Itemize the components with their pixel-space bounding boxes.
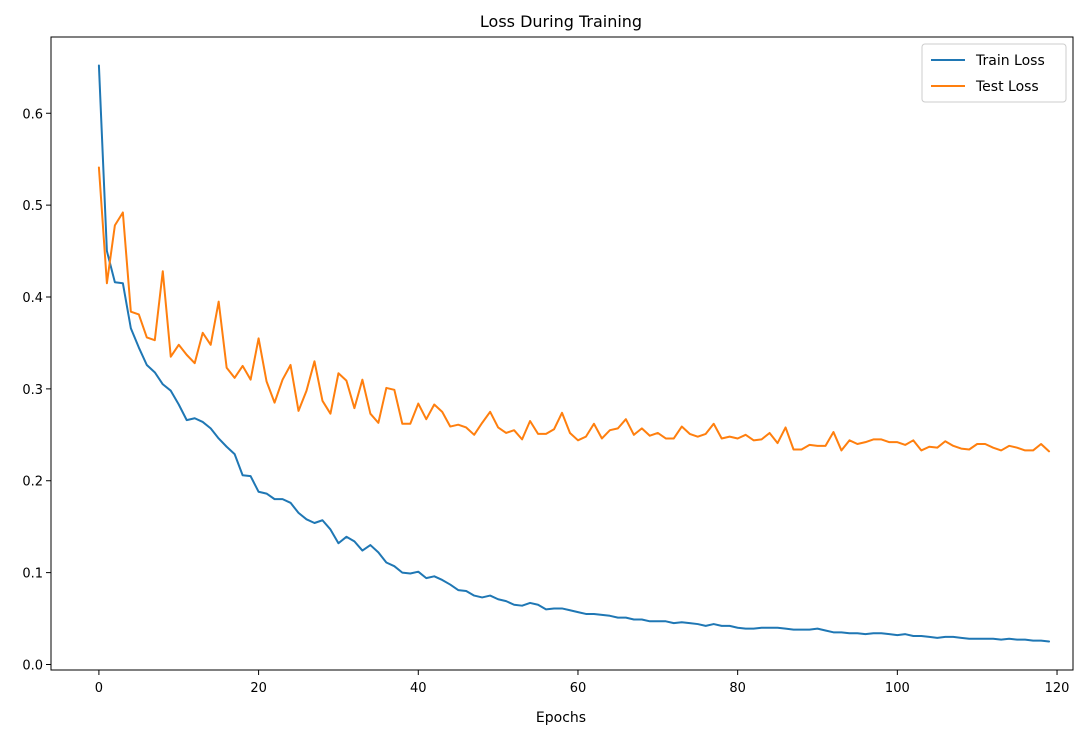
series-lines (97, 64, 1051, 643)
y-tick-label: 0.6 (22, 107, 43, 122)
x-tick-label: 40 (410, 681, 427, 696)
legend-train-loss-label: Train Loss (975, 53, 1045, 69)
y-tick-label: 0.0 (22, 658, 43, 673)
y-tick-label: 0.4 (22, 291, 43, 306)
train-loss-line (97, 64, 1051, 643)
y-tick-label: 0.2 (22, 475, 43, 490)
x-tick-label: 80 (729, 681, 746, 696)
legend-box (921, 43, 1067, 103)
legend-test-loss-label: Test Loss (975, 79, 1039, 95)
y-tick-label: 0.3 (22, 383, 43, 398)
x-tick-label: 100 (885, 681, 910, 696)
x-tick-label: 0 (95, 681, 103, 696)
x-tick-label: 120 (1045, 681, 1070, 696)
x-axis-label: Epochs (536, 710, 586, 726)
test-loss-line (97, 166, 1051, 453)
x-axis: 0 20 40 60 80 100 120 (95, 670, 1070, 696)
x-tick-label: 20 (250, 681, 267, 696)
y-axis: 0.0 0.1 0.2 0.3 0.4 0.5 0.6 (22, 107, 51, 673)
y-tick-label: 0.5 (22, 199, 43, 214)
chart-title: Loss During Training (480, 12, 642, 31)
x-tick-label: 60 (570, 681, 587, 696)
legend: Train Loss Test Loss (921, 43, 1067, 103)
plot-frame (50, 36, 1074, 671)
y-tick-label: 0.1 (22, 567, 43, 582)
